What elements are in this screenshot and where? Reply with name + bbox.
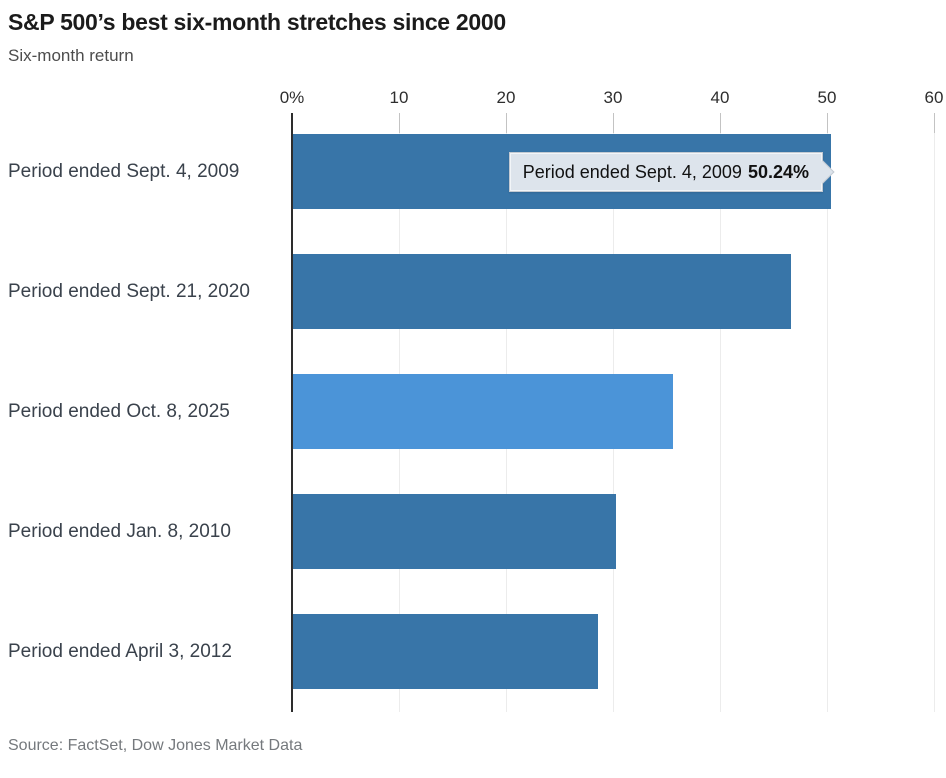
- x-axis-tick-label: 40: [710, 88, 730, 107]
- category-label: Period ended April 3, 2012: [8, 641, 232, 662]
- category-label: Period ended Sept. 21, 2020: [8, 281, 250, 302]
- tooltip: Period ended Sept. 4, 2009 50.24%: [508, 152, 835, 192]
- y-axis-line: [291, 113, 293, 712]
- axis-tick: [613, 113, 614, 133]
- x-axis-tick-label: 50: [817, 88, 837, 107]
- axis-tick: [827, 113, 828, 133]
- axis-tick: [399, 113, 400, 133]
- axis-tick: [934, 113, 935, 133]
- source-note: Source: FactSet, Dow Jones Market Data: [8, 737, 303, 754]
- category-label: Period ended Sept. 4, 2009: [8, 161, 240, 182]
- x-axis-tick-label: 0%: [279, 88, 305, 107]
- axis-tick: [720, 113, 721, 133]
- bar-period-ended-oct-8-2025[interactable]: [293, 374, 673, 449]
- x-axis-tick-label: 60: [924, 88, 944, 107]
- gridline: [827, 113, 828, 712]
- bar-period-ended-sept-21-2020[interactable]: [293, 254, 791, 329]
- category-label: Period ended Jan. 8, 2010: [8, 521, 231, 542]
- bar-period-ended-jan-8-2010[interactable]: [293, 494, 616, 569]
- tooltip-label: Period ended Sept. 4, 2009: [522, 161, 742, 182]
- tooltip-value: 50.24%: [747, 161, 809, 182]
- x-axis-tick-label: 20: [496, 88, 516, 107]
- chart-title: S&P 500’s best six-month stretches since…: [8, 9, 506, 35]
- x-axis-tick-label: 10: [389, 88, 409, 107]
- gridline: [934, 113, 935, 712]
- gridline: [720, 113, 721, 712]
- axis-tick: [506, 113, 507, 133]
- x-axis-tick-label: 30: [603, 88, 623, 107]
- bar-period-ended-april-3-2012[interactable]: [293, 614, 598, 689]
- category-label: Period ended Oct. 8, 2025: [8, 401, 230, 422]
- chart-subtitle: Six-month return: [8, 46, 134, 65]
